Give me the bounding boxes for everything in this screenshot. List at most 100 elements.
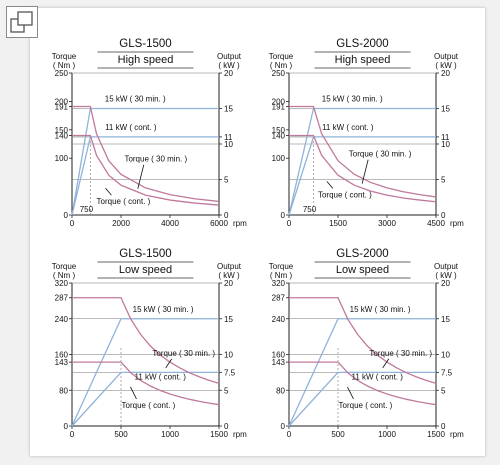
series-label: Torque ( 30 min. ) bbox=[349, 150, 412, 159]
chart-title: GLS-1500 bbox=[119, 248, 171, 260]
y2-tick-label: 15 bbox=[441, 105, 450, 114]
x-tick-label: 4000 bbox=[161, 219, 179, 228]
y-tick-label: 150 bbox=[55, 126, 69, 135]
chart-title: GLS-2000 bbox=[336, 248, 388, 260]
chart-title: GLS-1500 bbox=[119, 38, 171, 50]
y2-tick-label: 7.5 bbox=[224, 368, 236, 377]
series-line bbox=[289, 297, 437, 384]
y-tick-label: 140 bbox=[55, 131, 69, 140]
series-label: 15 kW ( 30 min. ) bbox=[133, 305, 194, 314]
label-leader bbox=[347, 386, 354, 400]
chart-subtitle: Low speed bbox=[119, 264, 172, 276]
y-tick-label: 240 bbox=[55, 315, 69, 324]
series-label: Torque ( cont. ) bbox=[122, 401, 176, 410]
y-tick-label: 140 bbox=[272, 131, 286, 140]
series-line bbox=[288, 318, 436, 427]
expand-icon-glyph bbox=[10, 11, 33, 33]
y-tick-label: 191 bbox=[55, 103, 69, 112]
y2-tick-label: 10 bbox=[224, 351, 233, 360]
x-tick-label: 2000 bbox=[112, 219, 130, 228]
x-tick-label: 0 bbox=[70, 219, 75, 228]
x-tick-label: 0 bbox=[287, 219, 292, 228]
y2-tick-label: 10 bbox=[441, 351, 450, 360]
y2-tick-label: 0 bbox=[224, 422, 229, 431]
label-leader bbox=[326, 181, 334, 189]
y-tick-label: 287 bbox=[272, 294, 286, 303]
y2-tick-label: 20 bbox=[441, 279, 450, 288]
series-label: Torque ( 30 min. ) bbox=[152, 349, 215, 358]
y-tick-label: 240 bbox=[272, 315, 286, 324]
series-line bbox=[288, 371, 436, 427]
x-tick-label: 1500 bbox=[329, 219, 347, 228]
x-tick-label: 4500 bbox=[427, 219, 445, 228]
series-label: 15 kW ( 30 min. ) bbox=[322, 95, 383, 104]
y2-tick-label: 5 bbox=[224, 386, 229, 395]
series-line bbox=[289, 361, 437, 406]
chart-card bbox=[30, 8, 485, 456]
label-leader bbox=[130, 386, 137, 400]
chart-subtitle: Low speed bbox=[336, 264, 389, 276]
y2-axis-label: Output bbox=[434, 52, 459, 61]
series-label: 11 kW ( cont. ) bbox=[105, 123, 157, 132]
series-line bbox=[72, 297, 220, 384]
y2-tick-label: 0 bbox=[224, 211, 229, 220]
y2-axis-unit: ( kW ) bbox=[218, 271, 240, 280]
y-axis-unit: ( Nm ) bbox=[53, 271, 76, 280]
x-unit-label: rpm bbox=[233, 219, 247, 228]
y-tick-label: 0 bbox=[281, 211, 286, 220]
y2-axis-label: Output bbox=[434, 262, 459, 271]
y2-tick-label: 20 bbox=[224, 279, 233, 288]
y-tick-label: 100 bbox=[55, 154, 69, 163]
series-line bbox=[71, 371, 219, 427]
series-line bbox=[288, 136, 436, 216]
expand-icon[interactable] bbox=[6, 6, 38, 38]
series-line bbox=[71, 318, 219, 427]
y2-tick-label: 10 bbox=[441, 140, 450, 149]
x-unit-label: rpm bbox=[450, 219, 464, 228]
y-tick-label: 250 bbox=[55, 69, 69, 78]
y2-tick-label: 20 bbox=[441, 69, 450, 78]
label-leader bbox=[105, 187, 112, 196]
x-unit-label: rpm bbox=[450, 430, 464, 439]
y2-axis-unit: ( kW ) bbox=[218, 61, 240, 70]
y2-tick-label: 11 bbox=[441, 133, 450, 142]
y-axis-unit: ( Nm ) bbox=[270, 61, 293, 70]
y-axis-unit: ( Nm ) bbox=[270, 271, 293, 280]
y-tick-label: 160 bbox=[55, 351, 69, 360]
chart-subtitle: High speed bbox=[335, 54, 391, 66]
y-tick-label: 287 bbox=[55, 294, 69, 303]
x-tick-label: 6000 bbox=[210, 219, 228, 228]
series-line bbox=[72, 134, 220, 206]
y-tick-label: 200 bbox=[55, 97, 69, 106]
y-tick-label: 200 bbox=[272, 97, 286, 106]
x-tick-label: 0 bbox=[287, 430, 292, 439]
x-tick-label: 3000 bbox=[378, 219, 396, 228]
y2-tick-label: 11 bbox=[224, 133, 233, 142]
y2-tick-label: 20 bbox=[224, 69, 233, 78]
chart-subtitle: High speed bbox=[118, 54, 174, 66]
y-tick-label: 143 bbox=[55, 358, 69, 367]
y-tick-label: 80 bbox=[59, 386, 68, 395]
label-leader bbox=[165, 358, 173, 369]
x-tick-label: 500 bbox=[331, 430, 345, 439]
series-line bbox=[72, 361, 220, 406]
y2-tick-label: 0 bbox=[441, 422, 446, 431]
y-tick-label: 250 bbox=[272, 69, 286, 78]
label-leader bbox=[361, 159, 369, 184]
y2-tick-label: 5 bbox=[224, 176, 229, 185]
y2-tick-label: 0 bbox=[441, 211, 446, 220]
y-tick-label: 0 bbox=[64, 211, 69, 220]
y-tick-label: 191 bbox=[272, 103, 286, 112]
series-label: Torque ( 30 min. ) bbox=[369, 349, 432, 358]
y-axis-label: Torque bbox=[52, 262, 77, 271]
series-label: Torque ( cont. ) bbox=[97, 197, 151, 206]
y-tick-label: 80 bbox=[276, 386, 285, 395]
series-label: 11 kW ( cont. ) bbox=[351, 372, 403, 381]
y-axis-unit: ( Nm ) bbox=[53, 61, 76, 70]
y-tick-label: 320 bbox=[55, 279, 69, 288]
y2-tick-label: 5 bbox=[441, 386, 446, 395]
y-tick-label: 150 bbox=[272, 126, 286, 135]
series-label: 15 kW ( 30 min. ) bbox=[350, 305, 411, 314]
y2-axis-label: Output bbox=[217, 262, 242, 271]
